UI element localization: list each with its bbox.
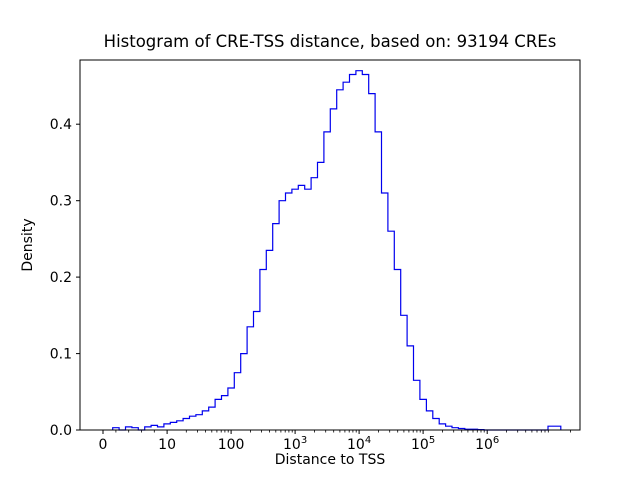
axes-frame — [79, 59, 581, 431]
x-tick-label: 103 — [283, 435, 307, 453]
y-tick-label: 0.3 — [50, 194, 72, 210]
x-tick-label: 105 — [411, 435, 435, 453]
y-tick-label: 0.1 — [50, 347, 72, 363]
x-tick-label: 106 — [475, 435, 499, 453]
x-tick-label: 104 — [347, 435, 371, 453]
x-tick-label: 0 — [99, 437, 108, 453]
y-tick-label: 0.2 — [50, 270, 72, 286]
axis-ticks: 0 10 100 103 104 105 106 0.0 0.1 0.2 0.3 0.4 — [50, 117, 571, 453]
y-tick-label: 0.4 — [50, 117, 72, 133]
x-tick-label: 100 — [218, 437, 245, 453]
x-tick-label: 10 — [158, 437, 176, 453]
y-axis-label: Density — [20, 218, 36, 271]
y-tick-label: 0.0 — [50, 423, 72, 439]
chart-title: Histogram of CRE-TSS distance, based on:… — [104, 32, 557, 51]
x-axis-label: Distance to TSS — [275, 452, 386, 468]
histogram-line — [112, 70, 562, 431]
